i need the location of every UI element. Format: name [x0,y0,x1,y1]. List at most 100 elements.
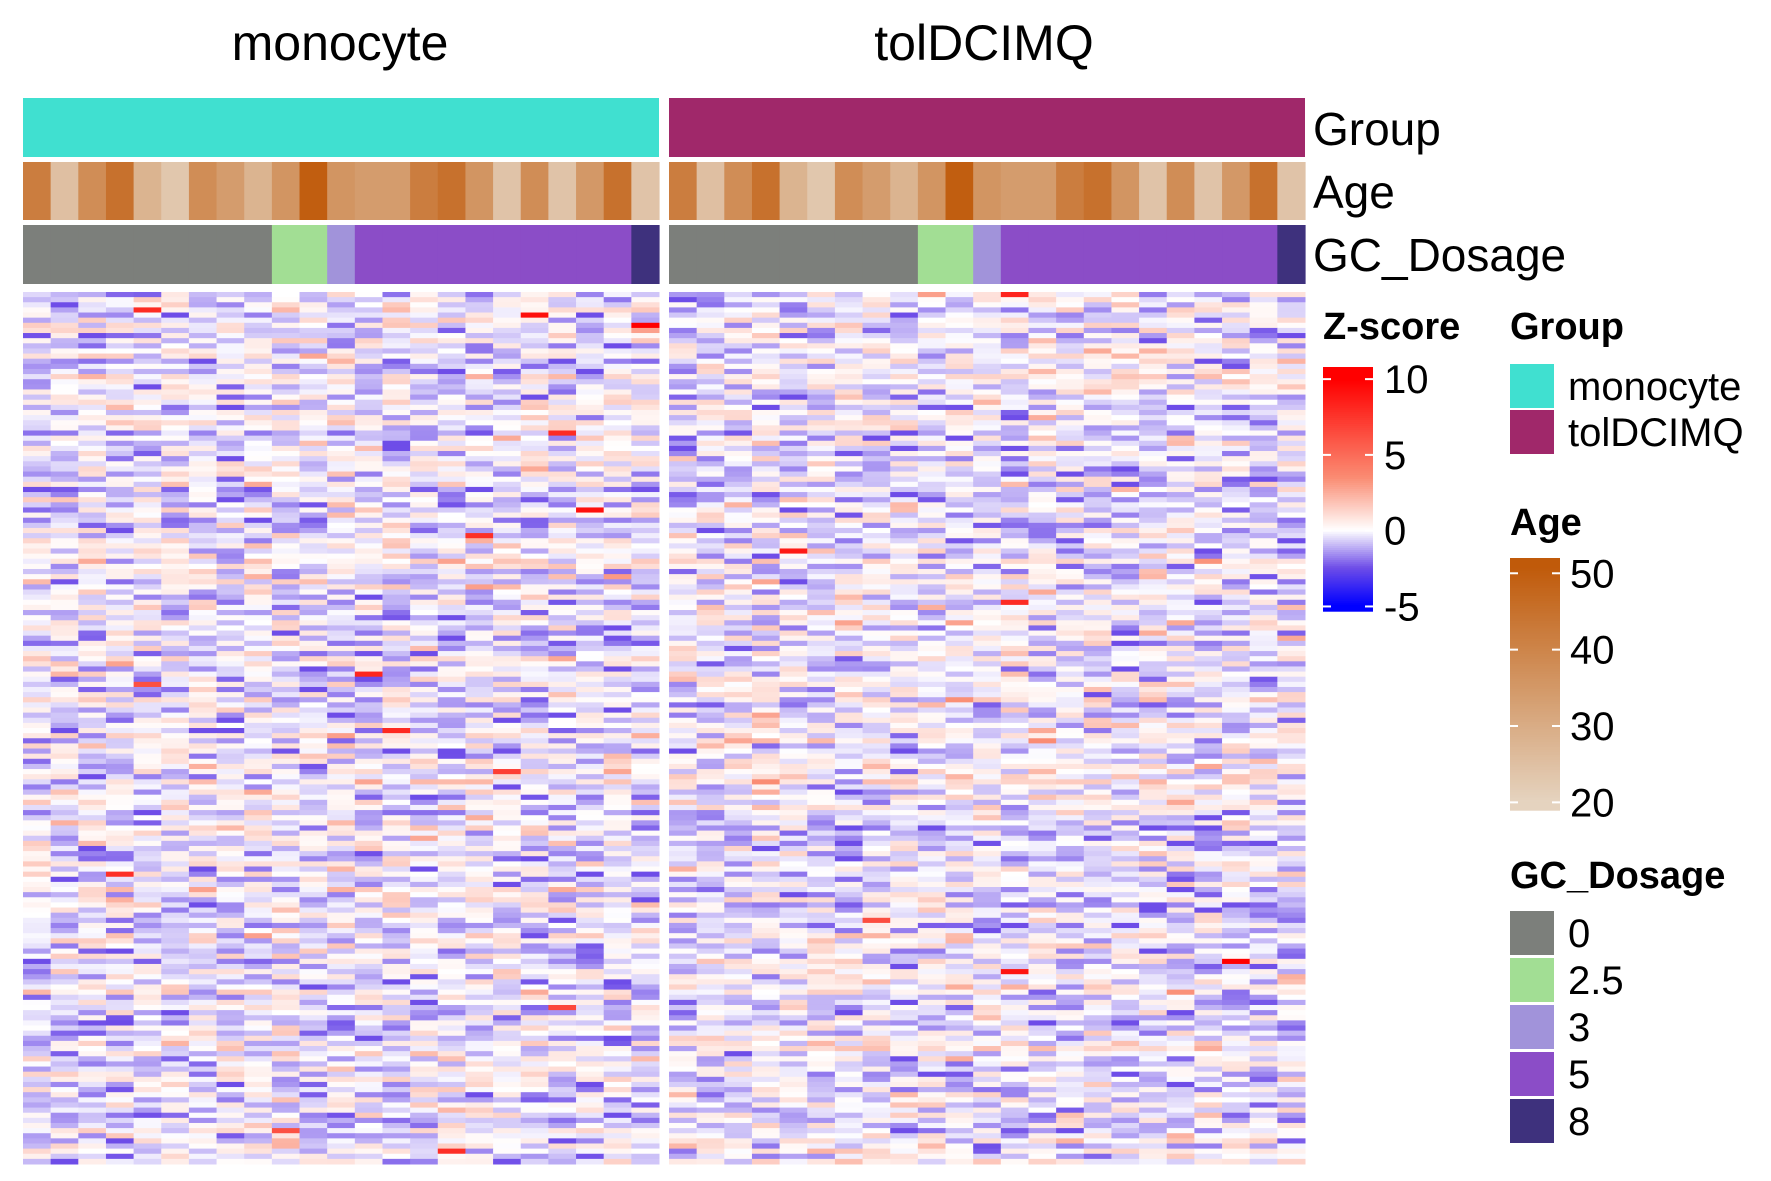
heatmap-cell [216,825,245,832]
heatmap-cell [1056,363,1085,370]
heatmap-cell [327,399,356,406]
heatmap-cell [271,866,301,873]
heatmap-cell [862,358,891,365]
heatmap-cell [1056,358,1085,365]
heatmap-cell [945,492,974,498]
heatmap-cell [161,456,190,462]
heatmap-cell [437,861,466,867]
heatmap-cell [520,1015,549,1021]
heatmap-cell [78,558,107,565]
heatmap-cell [724,415,753,421]
heatmap-cell [576,1143,605,1150]
heatmap-cell [548,1102,577,1109]
heatmap-cell [244,1040,273,1047]
heatmap-cell [576,928,605,934]
heatmap-cell [188,907,218,914]
heatmap-cell [327,1056,356,1062]
heatmap-cell [161,533,190,539]
heatmap-cell [105,974,135,980]
heatmap-cell [105,430,135,437]
heatmap-cell [244,933,273,939]
heatmap-cell [1083,358,1112,365]
heatmap-cell [161,343,190,349]
heatmap-cell [354,1143,383,1150]
heatmap-cell [520,851,549,857]
heatmap-cell [548,435,577,442]
heatmap-cell [133,681,162,688]
heatmap-cell [244,302,273,308]
heatmap-cell [354,1076,383,1083]
heatmap-cell [410,451,439,457]
heatmap-cell [354,538,383,544]
heatmap-cell [1277,358,1306,365]
heatmap-cell [1028,389,1057,396]
heatmap-cell [23,517,52,524]
heatmap-cell [327,389,356,396]
heatmap-cell [78,1143,107,1150]
heatmap-cell [1166,348,1195,355]
heatmap-cell [327,553,356,560]
heatmap-cell [631,907,660,914]
heatmap-cell [105,1102,135,1109]
heatmap-cell [216,358,245,365]
heatmap-cell [327,333,356,339]
heatmap-cell [1028,292,1057,298]
heatmap-cell [50,404,79,411]
heatmap-cell [1249,456,1278,462]
heatmap-cell [1222,507,1251,514]
heatmap-cell [862,425,891,431]
heatmap-cell [576,1030,605,1037]
heatmap-cell [133,492,162,498]
heatmap-cell [631,399,660,406]
heatmap-cell [382,1087,411,1093]
heatmap-cell [327,810,356,816]
heatmap-cell [493,902,522,909]
heatmap-cell [105,368,135,375]
heatmap-cell [78,322,107,329]
heatmap-cell [631,738,660,744]
heatmap-cell [161,1035,190,1042]
heatmap-cell [244,969,273,975]
heatmap-cell [520,338,549,344]
heatmap-cell [50,312,79,319]
heatmap-cell [548,297,577,303]
heatmap-cell [382,517,411,524]
heatmap-cell [50,748,79,755]
heatmap-cell [603,984,632,991]
heatmap-cell [437,1025,466,1032]
age-cell [271,162,301,220]
heatmap-cell [354,815,383,821]
heatmap-cell [1083,492,1112,498]
heatmap-cell [631,343,660,349]
heatmap-cell [493,440,522,447]
heatmap-cell [188,1092,218,1098]
heatmap-cell [23,1158,52,1165]
heatmap-cell [244,810,273,816]
heatmap-cell [271,1092,301,1098]
heatmap-cell [751,363,781,370]
heatmap-cell [105,610,135,616]
heatmap-cell [1111,363,1140,370]
heatmap-cell [327,712,356,719]
heatmap-cell [465,769,494,775]
heatmap-cell [105,1081,135,1088]
heatmap-cell [1139,430,1168,437]
heatmap-cell [945,456,974,462]
heatmap-cell [354,399,383,406]
heatmap-cell [78,656,107,662]
heatmap-cell [576,507,605,514]
heatmap-cell [834,420,864,426]
heatmap-cell [520,1056,549,1062]
heatmap-cell [50,440,79,447]
heatmap-cell [465,748,494,755]
heatmap-cell [724,404,753,411]
heatmap-cell [493,953,522,960]
heatmap-cell [631,594,660,601]
heatmap-cell [465,984,494,991]
heatmap-cell [299,1030,328,1037]
heatmap-cell [631,892,660,898]
heatmap-cell [299,784,328,791]
heatmap-cell [410,338,439,344]
heatmap-cell [78,343,107,349]
heatmap-cell [520,1030,549,1037]
